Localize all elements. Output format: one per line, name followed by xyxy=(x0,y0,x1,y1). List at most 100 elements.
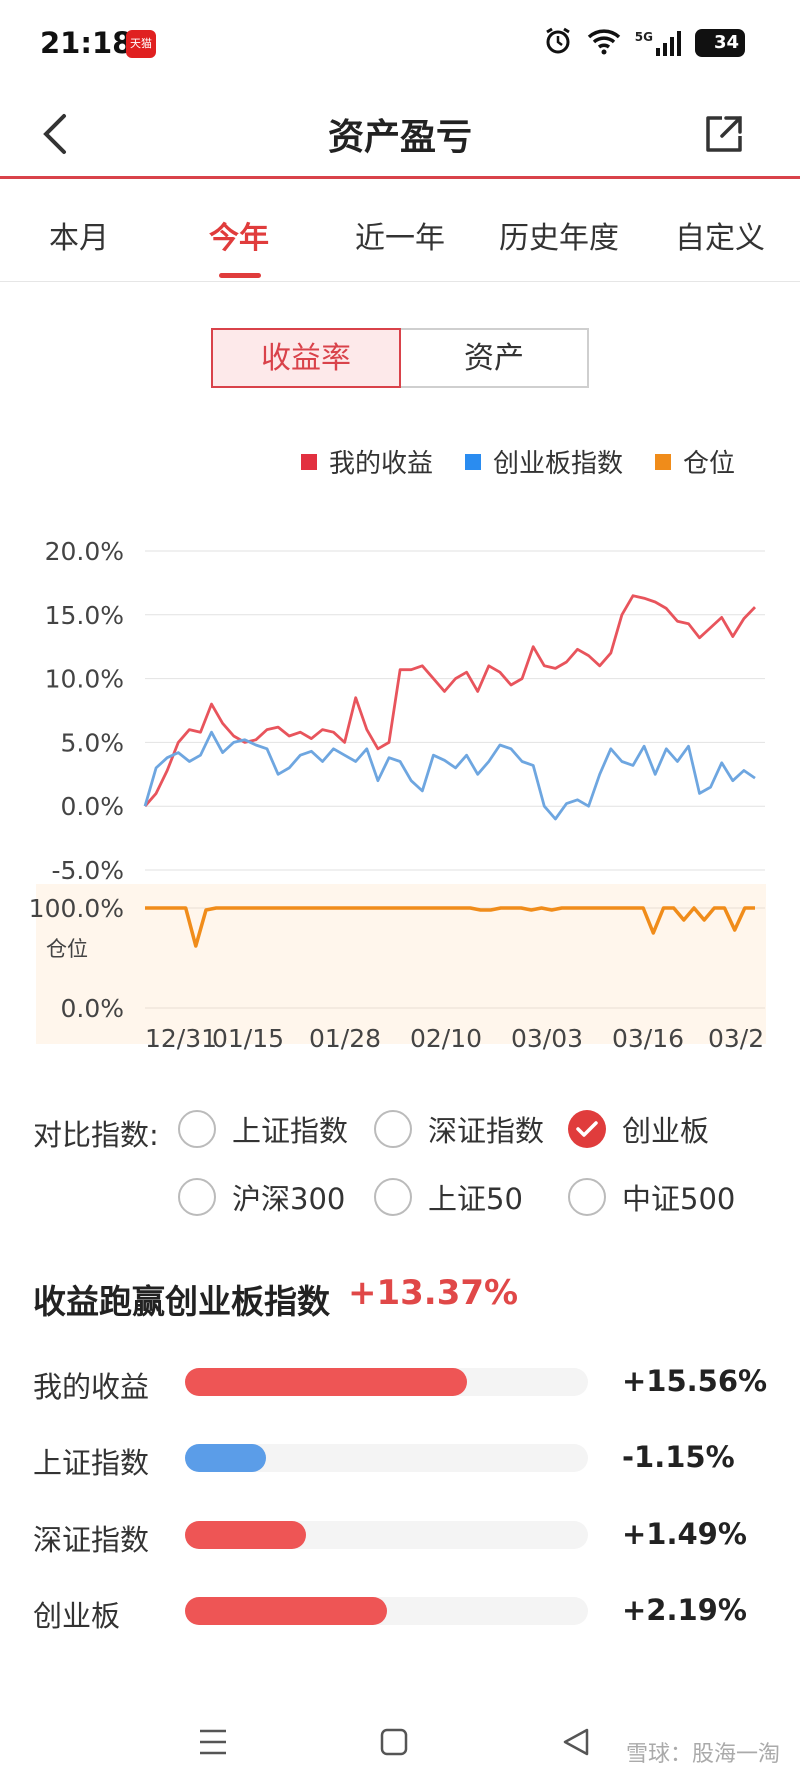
watermark: 雪球：股海一淘 xyxy=(625,1742,780,1767)
x-tick-label: 02/10 xyxy=(410,1024,482,1053)
legend-swatch xyxy=(300,453,317,470)
legend-item-my-return: 我的收益 xyxy=(300,443,433,480)
header-divider xyxy=(0,176,800,179)
menu-icon xyxy=(200,1729,226,1755)
menu-nav-button[interactable] xyxy=(198,1728,228,1760)
y-tick-label: -5.0% xyxy=(51,856,124,885)
row-label: 深证指数 xyxy=(33,1523,150,1557)
bar-fill xyxy=(185,1521,306,1549)
tab-custom[interactable]: 自定义 xyxy=(675,221,765,256)
segment-assets[interactable]: 资产 xyxy=(401,328,589,388)
tab-history-years[interactable]: 历史年度 xyxy=(499,221,619,256)
x-tick-label: 03/2 xyxy=(708,1024,764,1053)
tab-last-year[interactable]: 近一年 xyxy=(355,221,445,256)
bar-fill xyxy=(185,1368,468,1396)
row-label: 创业板 xyxy=(33,1599,121,1633)
square-home-icon xyxy=(380,1728,408,1756)
bar-fill xyxy=(185,1444,266,1472)
back-nav-button[interactable] xyxy=(562,1727,590,1761)
alarm-icon xyxy=(543,26,573,60)
y-tick-label: 20.0% xyxy=(45,537,124,566)
row-label: 上证指数 xyxy=(33,1446,150,1480)
compare-option-chinext[interactable]: 创业板 xyxy=(568,1108,709,1150)
chevron-left-icon xyxy=(43,114,66,154)
row-value: -1.15% xyxy=(622,1440,735,1474)
legend-swatch xyxy=(654,453,671,470)
app-badge-icon: 天猫 xyxy=(126,30,156,58)
series-line-0 xyxy=(143,594,757,808)
row-value: +2.19% xyxy=(622,1593,747,1627)
network-type: 5G xyxy=(634,30,653,44)
legend-label: 我的收益 xyxy=(328,449,433,479)
bar-fill xyxy=(185,1597,387,1625)
tab-this-month[interactable]: 本月 xyxy=(49,221,109,256)
comparison-row-sse: 上证指数 -1.15% xyxy=(0,1438,800,1480)
x-tick-label: 01/28 xyxy=(309,1024,381,1053)
row-label: 我的收益 xyxy=(33,1370,150,1404)
back-button[interactable] xyxy=(40,106,90,162)
battery-icon: 34 xyxy=(695,29,745,57)
comparison-row-my-return: 我的收益 +15.56% xyxy=(0,1362,800,1404)
option-label: 中证500 xyxy=(622,1182,736,1216)
option-label: 创业板 xyxy=(622,1114,710,1148)
wifi-icon xyxy=(587,27,621,59)
compare-option-szse[interactable]: 深证指数 xyxy=(374,1108,544,1150)
triangle-back-icon xyxy=(563,1728,589,1756)
active-tab-indicator xyxy=(219,273,261,278)
option-label: 沪深300 xyxy=(232,1182,346,1216)
x-tick-label: 03/03 xyxy=(511,1024,583,1053)
compare-option-sse50[interactable]: 上证50 xyxy=(374,1176,523,1218)
status-time: 21:18 xyxy=(40,26,133,60)
segment-return-rate[interactable]: 收益率 xyxy=(211,328,401,388)
period-tabs: 本月 今年 近一年 历史年度 自定义 xyxy=(0,205,800,280)
top-app-bar: 资产盈亏 xyxy=(0,90,800,178)
checked-radio-icon xyxy=(568,1110,606,1148)
return-chart: 20.0% 15.0% 10.0% 5.0% 0.0% -5.0% 100.0% 0.0% 1… xyxy=(29,537,766,1053)
position-tick-label: 100.0% xyxy=(29,894,124,923)
bar-track xyxy=(185,1368,588,1396)
radio-icon xyxy=(374,1178,412,1216)
bar-track xyxy=(185,1597,588,1625)
cell-signal-icon: 5G xyxy=(635,30,681,56)
option-label: 上证指数 xyxy=(232,1114,349,1148)
bar-track xyxy=(185,1521,588,1549)
tabs-divider xyxy=(0,281,800,282)
status-bar: 21:18 天猫 5G 34 xyxy=(0,0,800,90)
y-tick-label: 5.0% xyxy=(60,728,124,757)
position-tick-label: 0.0% xyxy=(60,994,124,1023)
row-value: +1.49% xyxy=(622,1517,747,1551)
series-line-2 xyxy=(145,906,755,948)
share-button[interactable] xyxy=(704,106,756,162)
radio-icon xyxy=(568,1178,606,1216)
comparison-row-chinext: 创业板 +2.19% xyxy=(0,1591,800,1633)
x-tick-label: 12/31 xyxy=(145,1024,217,1053)
home-nav-button[interactable] xyxy=(380,1728,408,1760)
comparison-row-szse: 深证指数 +1.49% xyxy=(0,1515,800,1557)
chart-legend: 我的收益 创业板指数 仓位 xyxy=(300,443,735,480)
summary-outperform-value: +13.37% xyxy=(348,1273,519,1313)
legend-label: 创业板指数 xyxy=(492,449,623,479)
row-value: +15.56% xyxy=(622,1364,768,1398)
radio-icon xyxy=(374,1110,412,1148)
y-tick-label: 15.0% xyxy=(45,601,124,630)
legend-item-chinext-index: 创业板指数 xyxy=(464,443,623,480)
compare-label: 对比指数: xyxy=(33,1118,159,1152)
compare-option-sse[interactable]: 上证指数 xyxy=(178,1108,348,1150)
bar-track xyxy=(185,1444,588,1472)
x-tick-label: 01/15 xyxy=(212,1024,284,1053)
legend-item-position: 仓位 xyxy=(654,443,735,480)
legend-label: 仓位 xyxy=(682,449,735,479)
compare-option-csi500[interactable]: 中证500 xyxy=(568,1176,735,1218)
x-tick-label: 03/16 xyxy=(612,1024,684,1053)
legend-swatch xyxy=(464,453,481,470)
tab-this-year[interactable]: 今年 xyxy=(209,221,269,256)
share-icon xyxy=(706,116,742,152)
status-icons: 5G 34 xyxy=(543,26,745,60)
y-tick-label: 0.0% xyxy=(60,792,124,821)
page-title: 资产盈亏 xyxy=(327,117,472,158)
series-line-1 xyxy=(143,730,756,821)
summary-title: 收益跑赢创业板指数 xyxy=(33,1282,330,1321)
position-axis-label: 仓位 xyxy=(46,937,88,961)
option-label: 深证指数 xyxy=(428,1114,545,1148)
compare-option-csi300[interactable]: 沪深300 xyxy=(178,1176,345,1218)
